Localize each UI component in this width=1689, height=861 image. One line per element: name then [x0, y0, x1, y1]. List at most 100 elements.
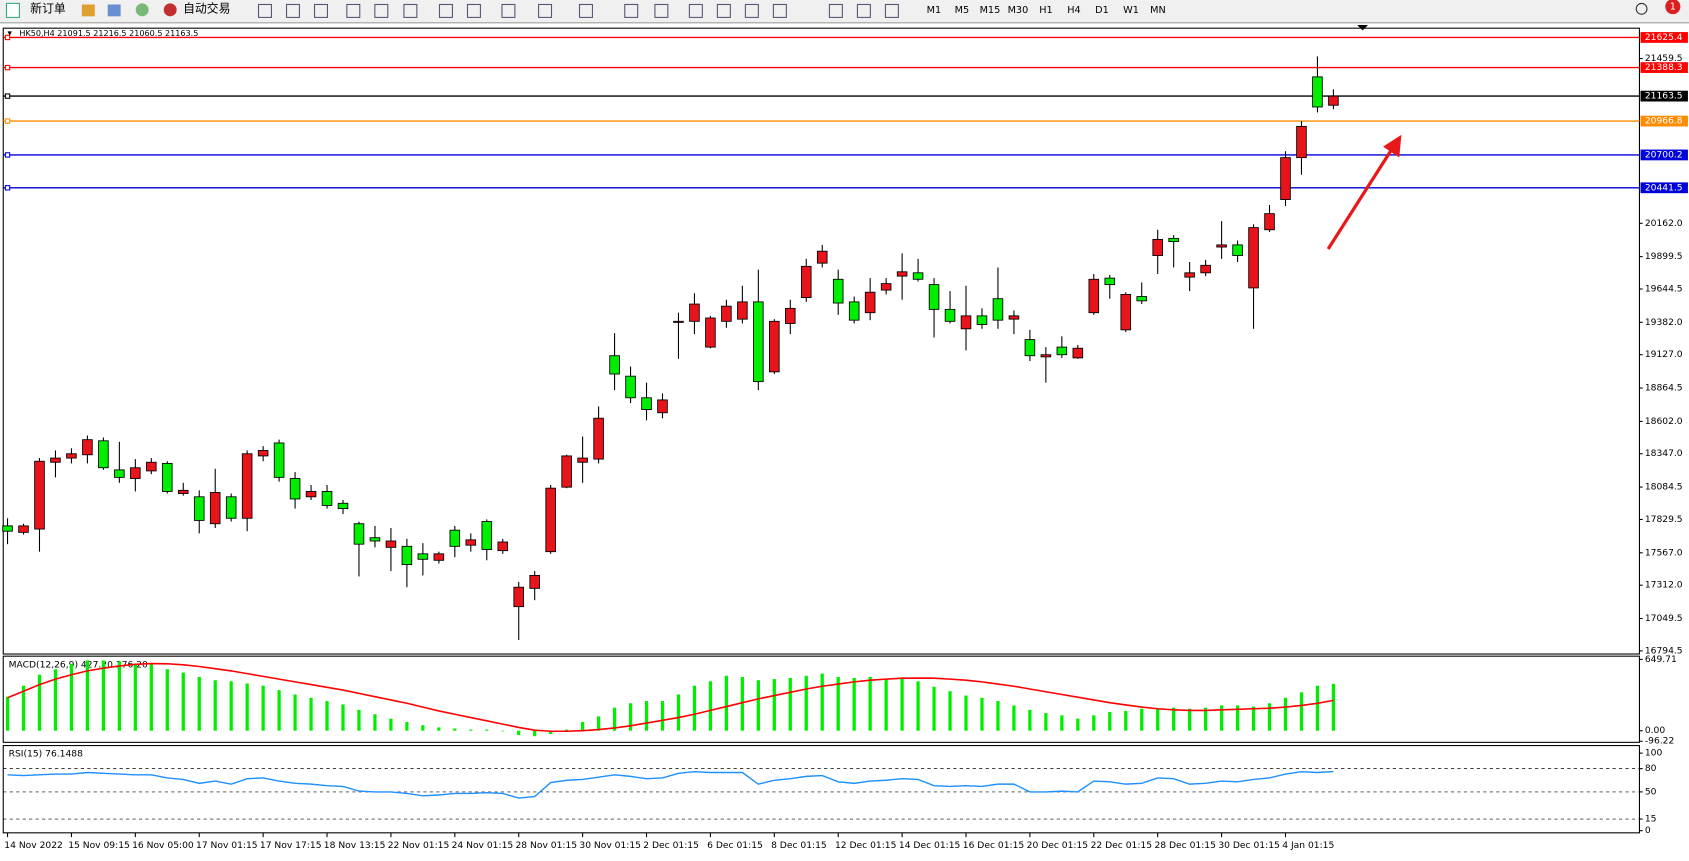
- candle-body: [992, 298, 1004, 321]
- y-tick-label: 649.71: [1645, 655, 1677, 665]
- macd-bar: [5, 696, 10, 731]
- macd-bar: [1251, 706, 1256, 731]
- candle-body: [529, 574, 540, 589]
- new-order-button[interactable]: 新订单: [5, 1, 66, 18]
- toolbar-icon[interactable]: [285, 3, 300, 18]
- toolbar-icon[interactable]: [438, 3, 453, 18]
- toolbar-icon[interactable]: [688, 3, 703, 18]
- macd-bar: [1331, 683, 1336, 731]
- candle-body: [1232, 244, 1243, 256]
- notification-badge[interactable]: [1665, 0, 1681, 15]
- macd-bar: [389, 718, 393, 731]
- macd-bar: [1283, 697, 1288, 731]
- macd-bar: [117, 661, 121, 731]
- macd-bar: [101, 660, 106, 731]
- toolbar-icon[interactable]: [744, 3, 759, 18]
- candle-body: [289, 478, 301, 500]
- toolbar-icon[interactable]: [716, 3, 731, 18]
- candle-body: [816, 250, 828, 264]
- toolbar-icon[interactable]: [856, 3, 871, 18]
- candle-body: [1200, 264, 1211, 274]
- candle-body: [848, 301, 860, 321]
- candle-body: [401, 545, 413, 566]
- macd-bar: [581, 721, 585, 731]
- macd-bar: [1172, 707, 1176, 731]
- macd-bar: [1315, 685, 1320, 731]
- macd-bar: [836, 676, 840, 731]
- x-tick-label: 24 Nov 01:15: [452, 841, 514, 851]
- toolbar-icon[interactable]: [624, 3, 639, 18]
- candle-body: [497, 541, 509, 552]
- toolbar-icon[interactable]: [501, 3, 516, 18]
- macd-bar: [660, 701, 665, 731]
- candle-body: [593, 417, 604, 460]
- toolbar-icon[interactable]: [828, 3, 843, 18]
- candle-body: [34, 460, 45, 530]
- toolbar-icon[interactable]: [403, 3, 418, 18]
- toolbar-icon[interactable]: [135, 3, 149, 17]
- candle-body: [385, 540, 397, 548]
- price-level-handle: [4, 34, 11, 41]
- search-icon[interactable]: [1635, 2, 1648, 15]
- macd-bar: [533, 730, 537, 737]
- y-tick-label: 19127.0: [1645, 350, 1683, 360]
- macd-bar: [1012, 705, 1016, 731]
- timeframe-button[interactable]: MN: [1150, 5, 1166, 16]
- toolbar-icon[interactable]: [884, 3, 899, 18]
- candle-body: [545, 487, 556, 553]
- toolbar-icon[interactable]: [654, 3, 669, 18]
- macd-bar: [964, 695, 968, 731]
- macd-bar: [341, 704, 345, 731]
- toolbar-icon[interactable]: [374, 3, 389, 18]
- x-tick-label: 14 Nov 2022: [4, 841, 63, 851]
- price-level-tag: [1640, 182, 1688, 194]
- candle-body: [1328, 95, 1339, 106]
- toolbar-icon[interactable]: [81, 4, 95, 17]
- candle-body: [146, 461, 157, 472]
- macd-bar: [916, 681, 920, 731]
- toolbar-icon[interactable]: [772, 3, 787, 18]
- price-level-tag: [1640, 90, 1688, 102]
- macd-bar: [245, 683, 249, 731]
- candle-body: [1216, 244, 1227, 248]
- candle-body: [2, 525, 13, 532]
- toolbar-icon[interactable]: [538, 3, 553, 18]
- timeframe-button[interactable]: M15: [980, 5, 1001, 16]
- macd-bar: [788, 678, 792, 731]
- candle-body: [209, 492, 221, 525]
- toolbar-icon[interactable]: [107, 4, 121, 17]
- toolbar-icon[interactable]: [578, 3, 593, 18]
- macd-bar: [1124, 710, 1128, 731]
- macd-bar: [1267, 703, 1272, 731]
- y-tick-label: 18864.5: [1645, 384, 1683, 394]
- candle-body: [609, 355, 620, 375]
- x-tick-label: 2 Dec 01:15: [643, 841, 699, 851]
- toolbar-icon[interactable]: [346, 3, 361, 18]
- auto-trading-button[interactable]: 自动交易: [163, 1, 231, 17]
- timeframe-button[interactable]: M1: [927, 5, 942, 16]
- y-tick-label: 20162.0: [1645, 219, 1683, 229]
- y-tick-label: 17829.5: [1645, 515, 1683, 525]
- timeframe-button[interactable]: M5: [955, 5, 970, 16]
- arrow-shaft: [1326, 146, 1395, 250]
- timeframe-button[interactable]: H4: [1067, 5, 1080, 16]
- macd-bar: [596, 716, 601, 731]
- toolbar-icon[interactable]: [313, 3, 328, 18]
- candle-body: [225, 496, 237, 519]
- timeframe-button[interactable]: W1: [1123, 5, 1139, 16]
- timeframe-button[interactable]: H1: [1039, 5, 1052, 16]
- candle-body: [193, 496, 205, 521]
- macd-bar: [501, 730, 505, 732]
- toolbar-icon[interactable]: [257, 3, 272, 18]
- timeframe-button[interactable]: D1: [1095, 5, 1109, 16]
- toolbar-icon[interactable]: [466, 3, 481, 18]
- timeframe-button[interactable]: M30: [1008, 5, 1029, 16]
- macd-bar: [149, 663, 153, 731]
- price-level-tag: [1640, 149, 1688, 161]
- macd-bar: [1188, 708, 1192, 731]
- x-tick-label: 30 Dec 01:15: [1218, 841, 1280, 851]
- candle-body: [561, 455, 572, 488]
- x-tick-label: 22 Dec 01:15: [1091, 841, 1153, 851]
- candle-body: [369, 537, 381, 542]
